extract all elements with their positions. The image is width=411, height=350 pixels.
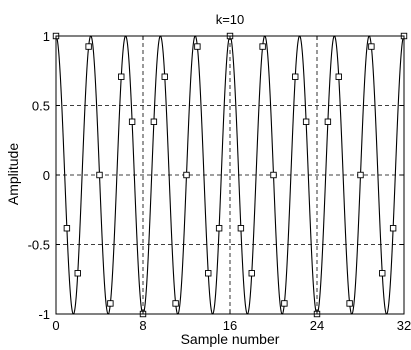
y-tick-label: 1: [43, 29, 50, 44]
y-tick-label: -1: [38, 307, 50, 322]
sample-marker: [292, 73, 299, 80]
sample-marker: [118, 73, 125, 80]
sample-marker: [172, 300, 179, 307]
sample-marker: [259, 43, 266, 50]
sample-marker: [302, 118, 310, 125]
sample-marker: [270, 171, 277, 179]
y-axis-label: Amplitude: [5, 143, 21, 205]
y-tick-label: 0.5: [32, 99, 50, 114]
sample-marker: [107, 300, 114, 307]
sample-marker: [281, 300, 288, 307]
sample-marker: [379, 270, 386, 277]
x-axis-label: Sample number: [181, 331, 280, 347]
sample-marker: [161, 73, 168, 80]
y-tick-label: -0.5: [28, 238, 50, 253]
sample-marker: [248, 270, 255, 277]
sample-marker: [215, 225, 223, 232]
sample-marker: [150, 118, 158, 125]
x-tick-label: 16: [223, 318, 237, 333]
x-tick-label: 32: [397, 318, 411, 333]
sample-marker: [74, 270, 81, 277]
sample-marker: [96, 171, 103, 179]
sample-marker: [237, 225, 245, 232]
x-tick-label: 8: [139, 318, 146, 333]
chart-title: k=10: [216, 12, 245, 27]
sample-marker: [335, 73, 342, 80]
x-tick-label: 0: [52, 318, 59, 333]
sample-marker: [368, 43, 375, 50]
sample-marker: [128, 118, 136, 125]
sample-marker: [63, 225, 71, 232]
sample-marker: [194, 43, 201, 50]
sample-marker: [205, 270, 212, 277]
sample-marker: [85, 43, 92, 50]
sample-marker: [346, 300, 353, 307]
sample-marker: [389, 225, 397, 232]
sample-marker: [324, 118, 332, 125]
x-tick-label: 24: [310, 318, 324, 333]
y-tick-label: 0: [43, 168, 50, 183]
sample-marker: [183, 171, 190, 179]
sample-marker: [357, 171, 364, 179]
